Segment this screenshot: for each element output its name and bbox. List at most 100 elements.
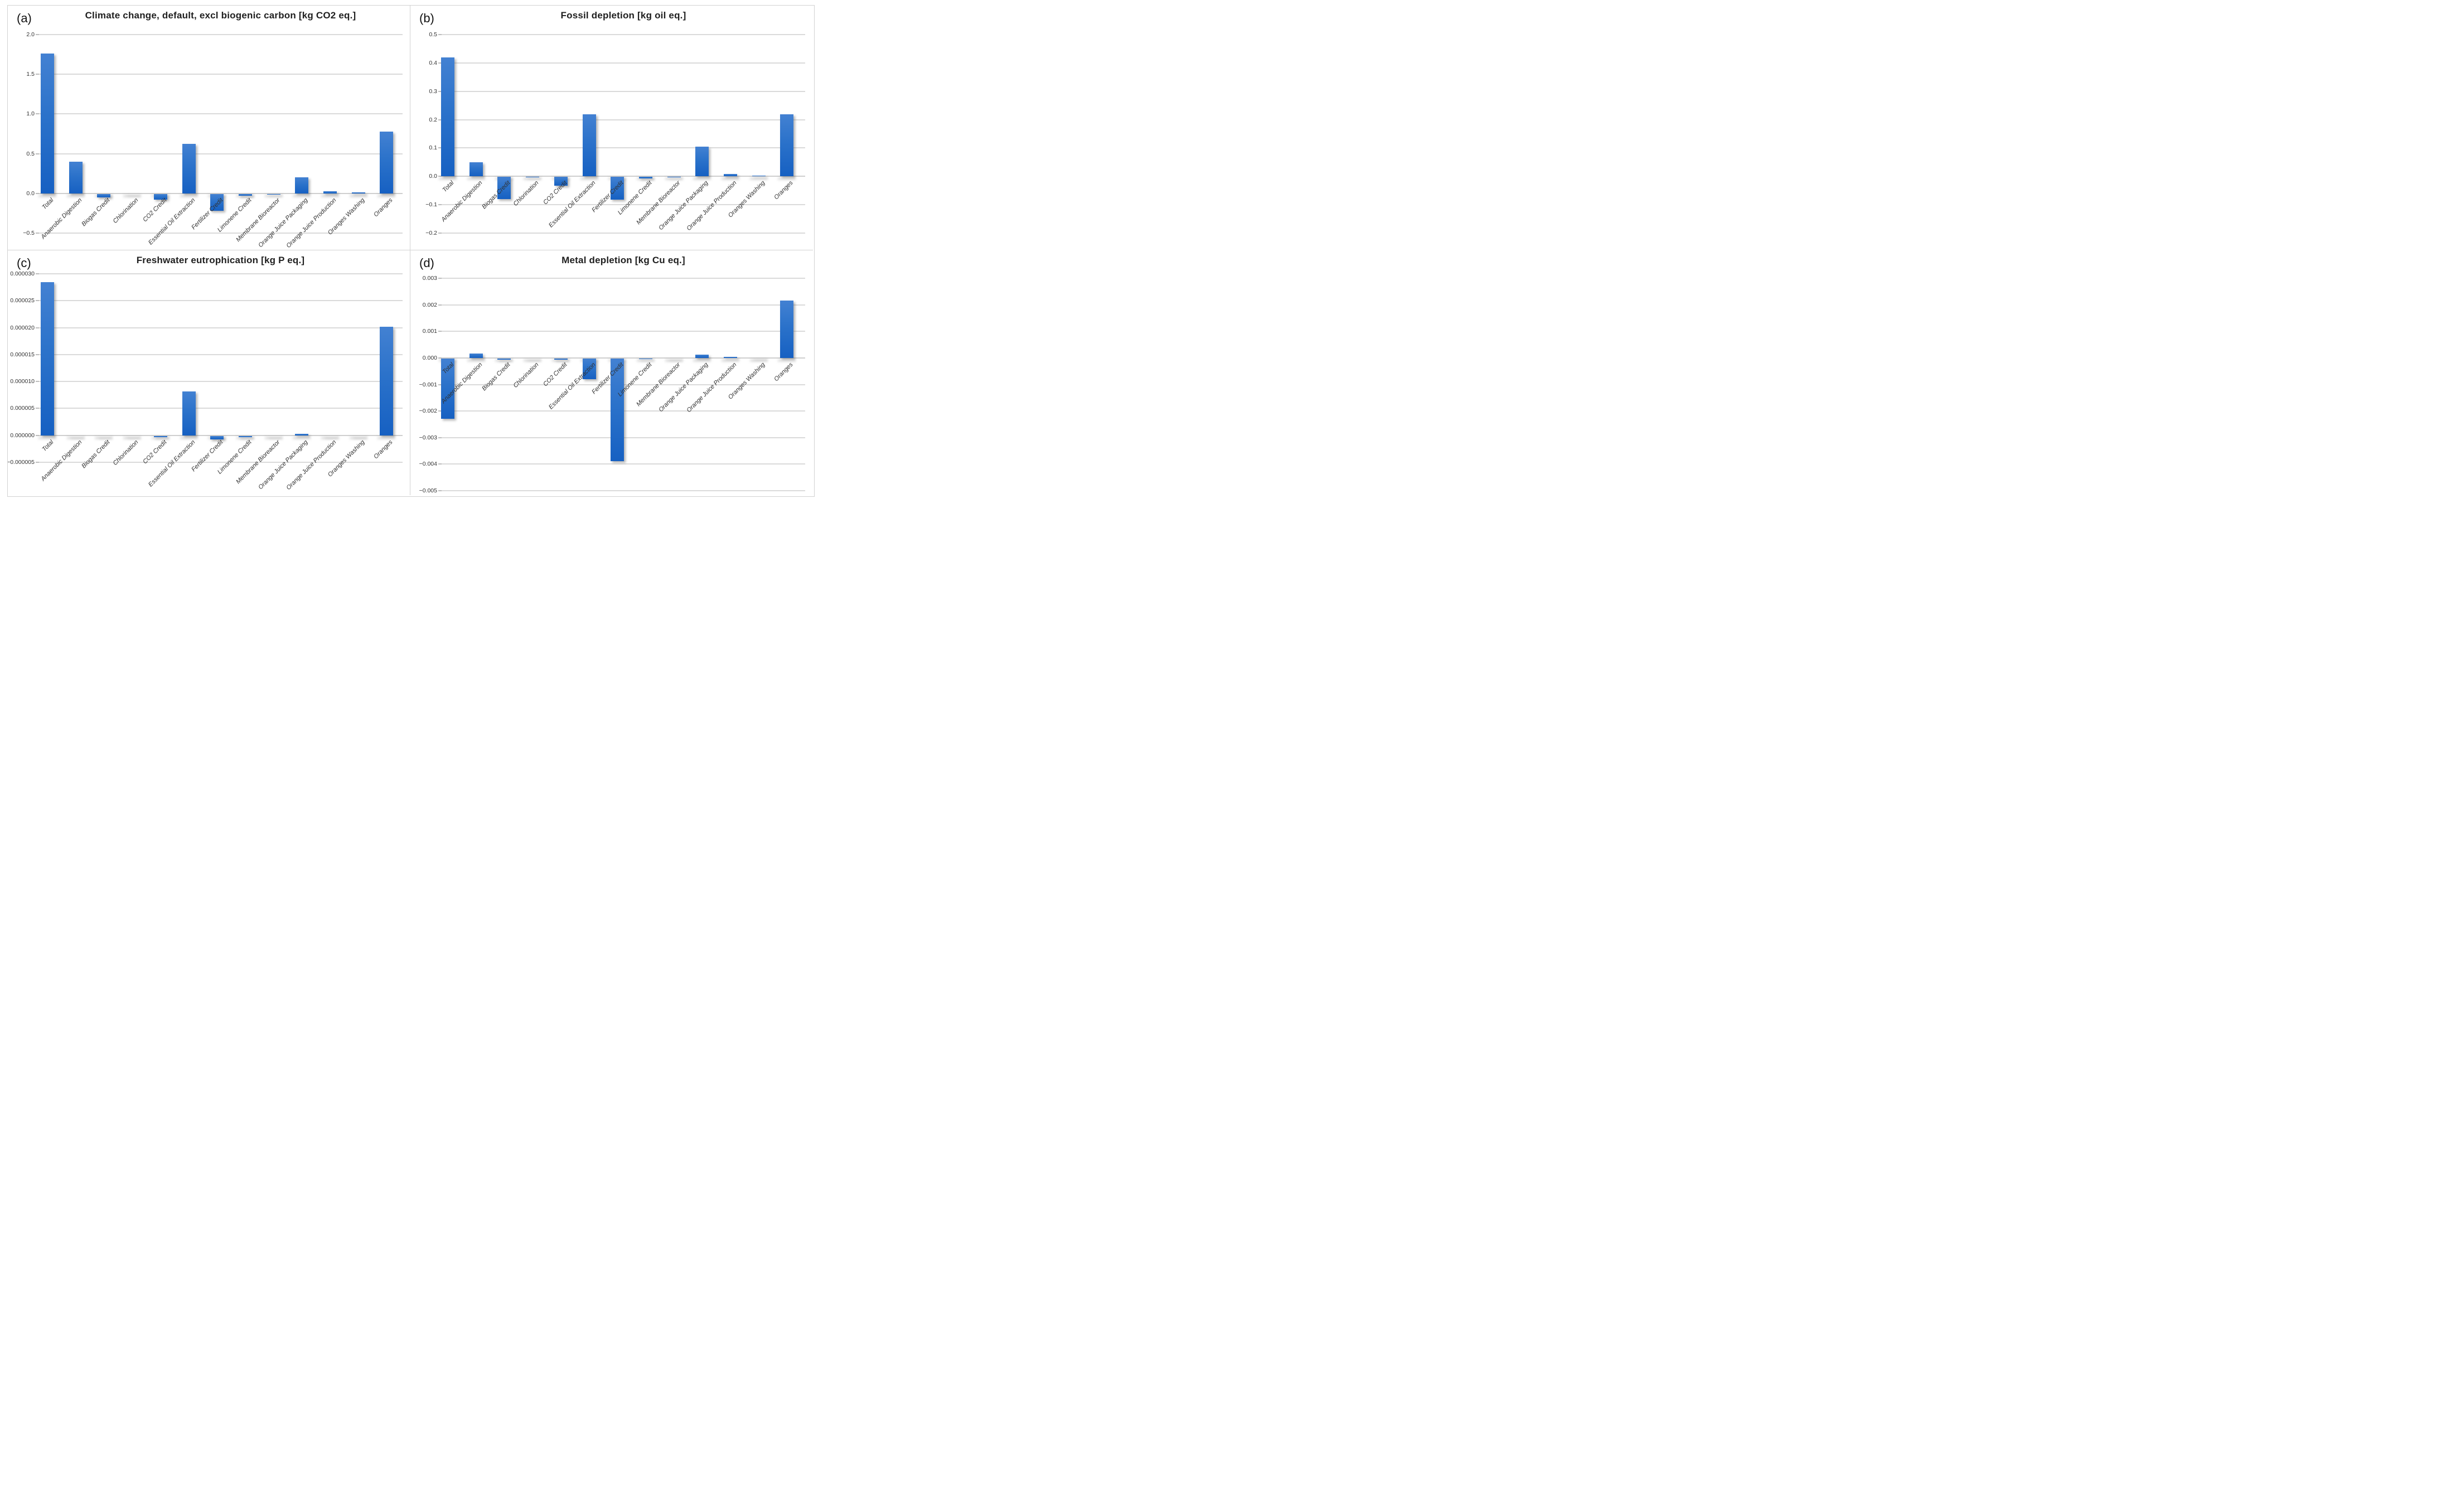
y-axis-tickmark bbox=[438, 90, 442, 92]
category-label-total: Total bbox=[41, 438, 55, 453]
y-axis-tick-label: 0.5 bbox=[429, 31, 437, 38]
bar-co2-credit bbox=[554, 177, 568, 186]
y-axis-tickmark bbox=[438, 278, 442, 279]
y-axis-tick-label: −0.001 bbox=[419, 381, 437, 388]
axis-shadow bbox=[38, 436, 56, 439]
category-label-oranges: Oranges bbox=[372, 438, 394, 461]
panel-d: (d) Metal depletion [kg Cu eq.] 0.003 0.002… bbox=[410, 250, 813, 495]
bar-anaerobic-digestion bbox=[69, 161, 83, 193]
y-axis-tickmark bbox=[438, 437, 442, 438]
bar-oranges-washing bbox=[351, 192, 365, 193]
axis-shadow bbox=[38, 194, 56, 197]
axis-shadow bbox=[749, 359, 768, 362]
bar-total bbox=[41, 54, 54, 193]
axis-shadow bbox=[66, 436, 85, 439]
y-axis-tick-label: 0.001 bbox=[422, 328, 437, 335]
panel-c: (c) Freshwater eutrophication [kg P eq.] 0… bbox=[8, 250, 410, 495]
gridline bbox=[39, 327, 403, 328]
axis-shadow bbox=[180, 194, 198, 197]
bar-oranges bbox=[780, 114, 794, 177]
y-axis-tickmark bbox=[36, 113, 39, 115]
zero-axis-line bbox=[442, 357, 805, 359]
gridline bbox=[442, 278, 805, 279]
axis-shadow bbox=[467, 359, 485, 362]
y-axis-tickmark bbox=[438, 176, 442, 177]
y-axis-tickmark bbox=[36, 273, 39, 274]
bar-limonene-credit bbox=[238, 436, 252, 438]
bar-limonene-credit bbox=[638, 177, 652, 179]
y-axis-tick-label: −0.2 bbox=[425, 230, 437, 236]
axis-shadow bbox=[293, 436, 311, 439]
y-axis-tickmark bbox=[36, 233, 39, 234]
axis-shadow bbox=[524, 177, 542, 181]
y-axis-tick-label: 0.4 bbox=[429, 59, 437, 66]
category-label-chlorination: Chlorination bbox=[512, 180, 540, 208]
y-axis-tick-label: −0.002 bbox=[419, 408, 437, 415]
axis-shadow bbox=[580, 177, 598, 181]
bar-fertilizer-credit bbox=[611, 358, 625, 462]
y-axis-tickmark bbox=[438, 304, 442, 306]
y-axis-tick-label: 0.000030 bbox=[10, 270, 35, 277]
y-axis-tick-label: 1.5 bbox=[26, 71, 35, 78]
bar-essential-oil-extraction bbox=[582, 358, 596, 379]
y-axis-tickmark bbox=[438, 331, 442, 332]
gridline bbox=[442, 304, 805, 306]
gridline bbox=[442, 204, 805, 206]
y-axis-tick-label: 0.000020 bbox=[10, 324, 35, 331]
gridline bbox=[39, 354, 403, 355]
y-axis-tick-label: −0.004 bbox=[419, 461, 437, 468]
bar-orange-juice-packaging bbox=[695, 146, 709, 177]
gridline bbox=[39, 300, 403, 302]
y-axis-tickmark bbox=[438, 384, 442, 385]
axis-shadow bbox=[349, 436, 367, 439]
panel-title: Metal depletion [kg Cu eq.] bbox=[561, 255, 685, 265]
y-axis-tick-label: 0.000005 bbox=[10, 405, 35, 412]
bar-orange-juice-packaging bbox=[295, 177, 309, 193]
panel-letter: (c) bbox=[17, 256, 31, 270]
category-label-total: Total bbox=[441, 180, 456, 194]
y-axis-tickmark bbox=[36, 462, 39, 463]
category-label-oranges: Oranges bbox=[372, 196, 394, 219]
y-axis-tickmark bbox=[36, 381, 39, 383]
category-label-co2-credit: CO2 Credit bbox=[141, 196, 168, 224]
bar-co2-credit bbox=[153, 193, 167, 200]
category-label-oranges: Oranges bbox=[773, 361, 795, 383]
category-label-essential-oil-extraction: Essential Oil Extraction bbox=[147, 196, 196, 246]
y-axis-tickmark bbox=[438, 410, 442, 412]
category-label-biogas-credit: Biogas Credit bbox=[481, 361, 512, 393]
bar-fertilizer-credit bbox=[210, 436, 224, 440]
gridline bbox=[442, 490, 805, 491]
category-label-oranges: Oranges bbox=[773, 180, 795, 201]
axis-shadow bbox=[693, 359, 711, 362]
category-label-orange-juice-production: Orange Juice Production bbox=[685, 180, 738, 233]
gridline bbox=[442, 147, 805, 149]
axis-shadow bbox=[749, 177, 768, 181]
axis-shadow bbox=[524, 359, 542, 362]
bar-essential-oil-extraction bbox=[182, 391, 196, 436]
axis-shadow bbox=[693, 177, 711, 181]
y-axis-tickmark bbox=[36, 34, 39, 35]
axis-shadow bbox=[495, 359, 514, 362]
y-axis-tick-label: 0.1 bbox=[429, 144, 437, 152]
y-axis-tickmark bbox=[36, 354, 39, 355]
category-label-essential-oil-extraction: Essential Oil Extraction bbox=[147, 438, 196, 488]
y-axis-tickmark bbox=[438, 62, 442, 64]
bar-essential-oil-extraction bbox=[182, 143, 196, 193]
panel-title: Freshwater eutrophication [kg P eq.] bbox=[136, 255, 305, 265]
category-label-orange-juice-production: Orange Juice Production bbox=[285, 438, 338, 491]
bar-oranges bbox=[780, 301, 794, 358]
axis-shadow bbox=[321, 194, 339, 197]
gridline bbox=[442, 463, 805, 465]
category-label-orange-juice-packaging: Orange Juice Packaging bbox=[657, 361, 710, 414]
y-axis-tickmark bbox=[438, 357, 442, 359]
axis-shadow bbox=[467, 177, 485, 181]
panel-letter: (a) bbox=[17, 11, 32, 25]
axis-shadow bbox=[665, 359, 683, 362]
bar-total bbox=[441, 57, 454, 177]
gridline bbox=[39, 74, 403, 75]
category-label-orange-juice-production: Orange Juice Production bbox=[685, 361, 738, 414]
panel-a: (a) Climate change, default, excl biogeni… bbox=[8, 6, 410, 250]
y-axis-tick-label: −0.1 bbox=[425, 201, 437, 209]
y-axis-tick-label: 0.002 bbox=[422, 301, 437, 308]
bar-limonene-credit bbox=[238, 193, 252, 196]
